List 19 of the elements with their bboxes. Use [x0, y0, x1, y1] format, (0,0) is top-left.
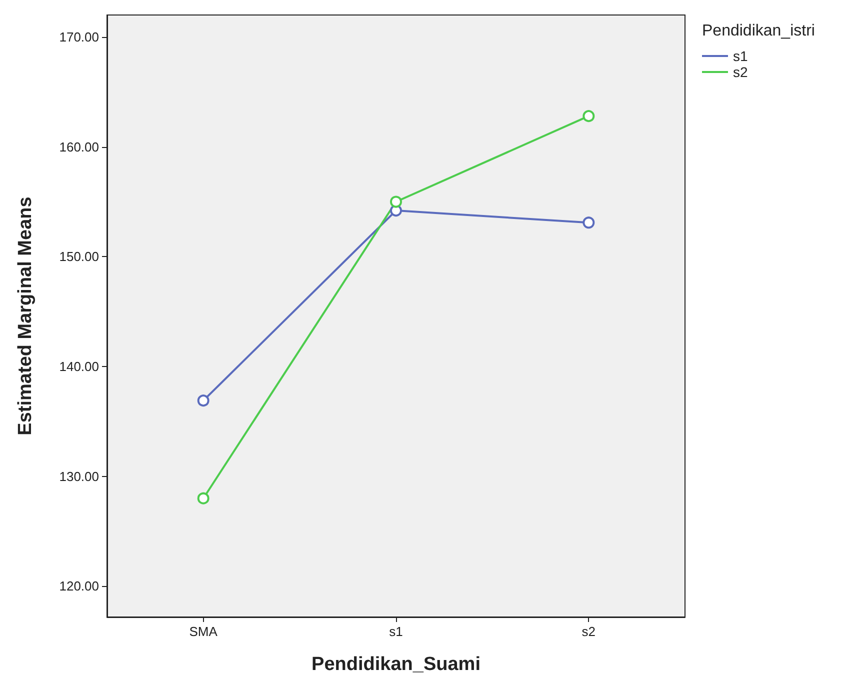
x-axis-title: Pendidikan_Suami — [312, 654, 480, 675]
x-tick-label: s1 — [389, 624, 403, 639]
point — [582, 110, 595, 122]
x-tick-label: s2 — [582, 624, 596, 639]
y-tick-label: 120.00 — [59, 578, 99, 594]
point — [582, 216, 595, 229]
point — [197, 492, 210, 504]
legend-label: s2 — [733, 64, 748, 80]
y-tick-label: 160.00 — [59, 139, 99, 154]
y-tick-label: 150.00 — [59, 249, 99, 264]
y-tick-label: 130.00 — [59, 468, 99, 484]
y-axis-title: Estimated Marginal Means — [15, 196, 36, 436]
legend-title: Pendidikan_istri — [702, 22, 815, 40]
point — [390, 196, 402, 208]
y-tick-label: 170.00 — [59, 29, 99, 44]
y-tick-label: 140.00 — [59, 359, 99, 374]
x-tick-label: SMA — [189, 624, 218, 639]
legend-label: s1 — [733, 48, 748, 64]
point — [197, 394, 210, 407]
